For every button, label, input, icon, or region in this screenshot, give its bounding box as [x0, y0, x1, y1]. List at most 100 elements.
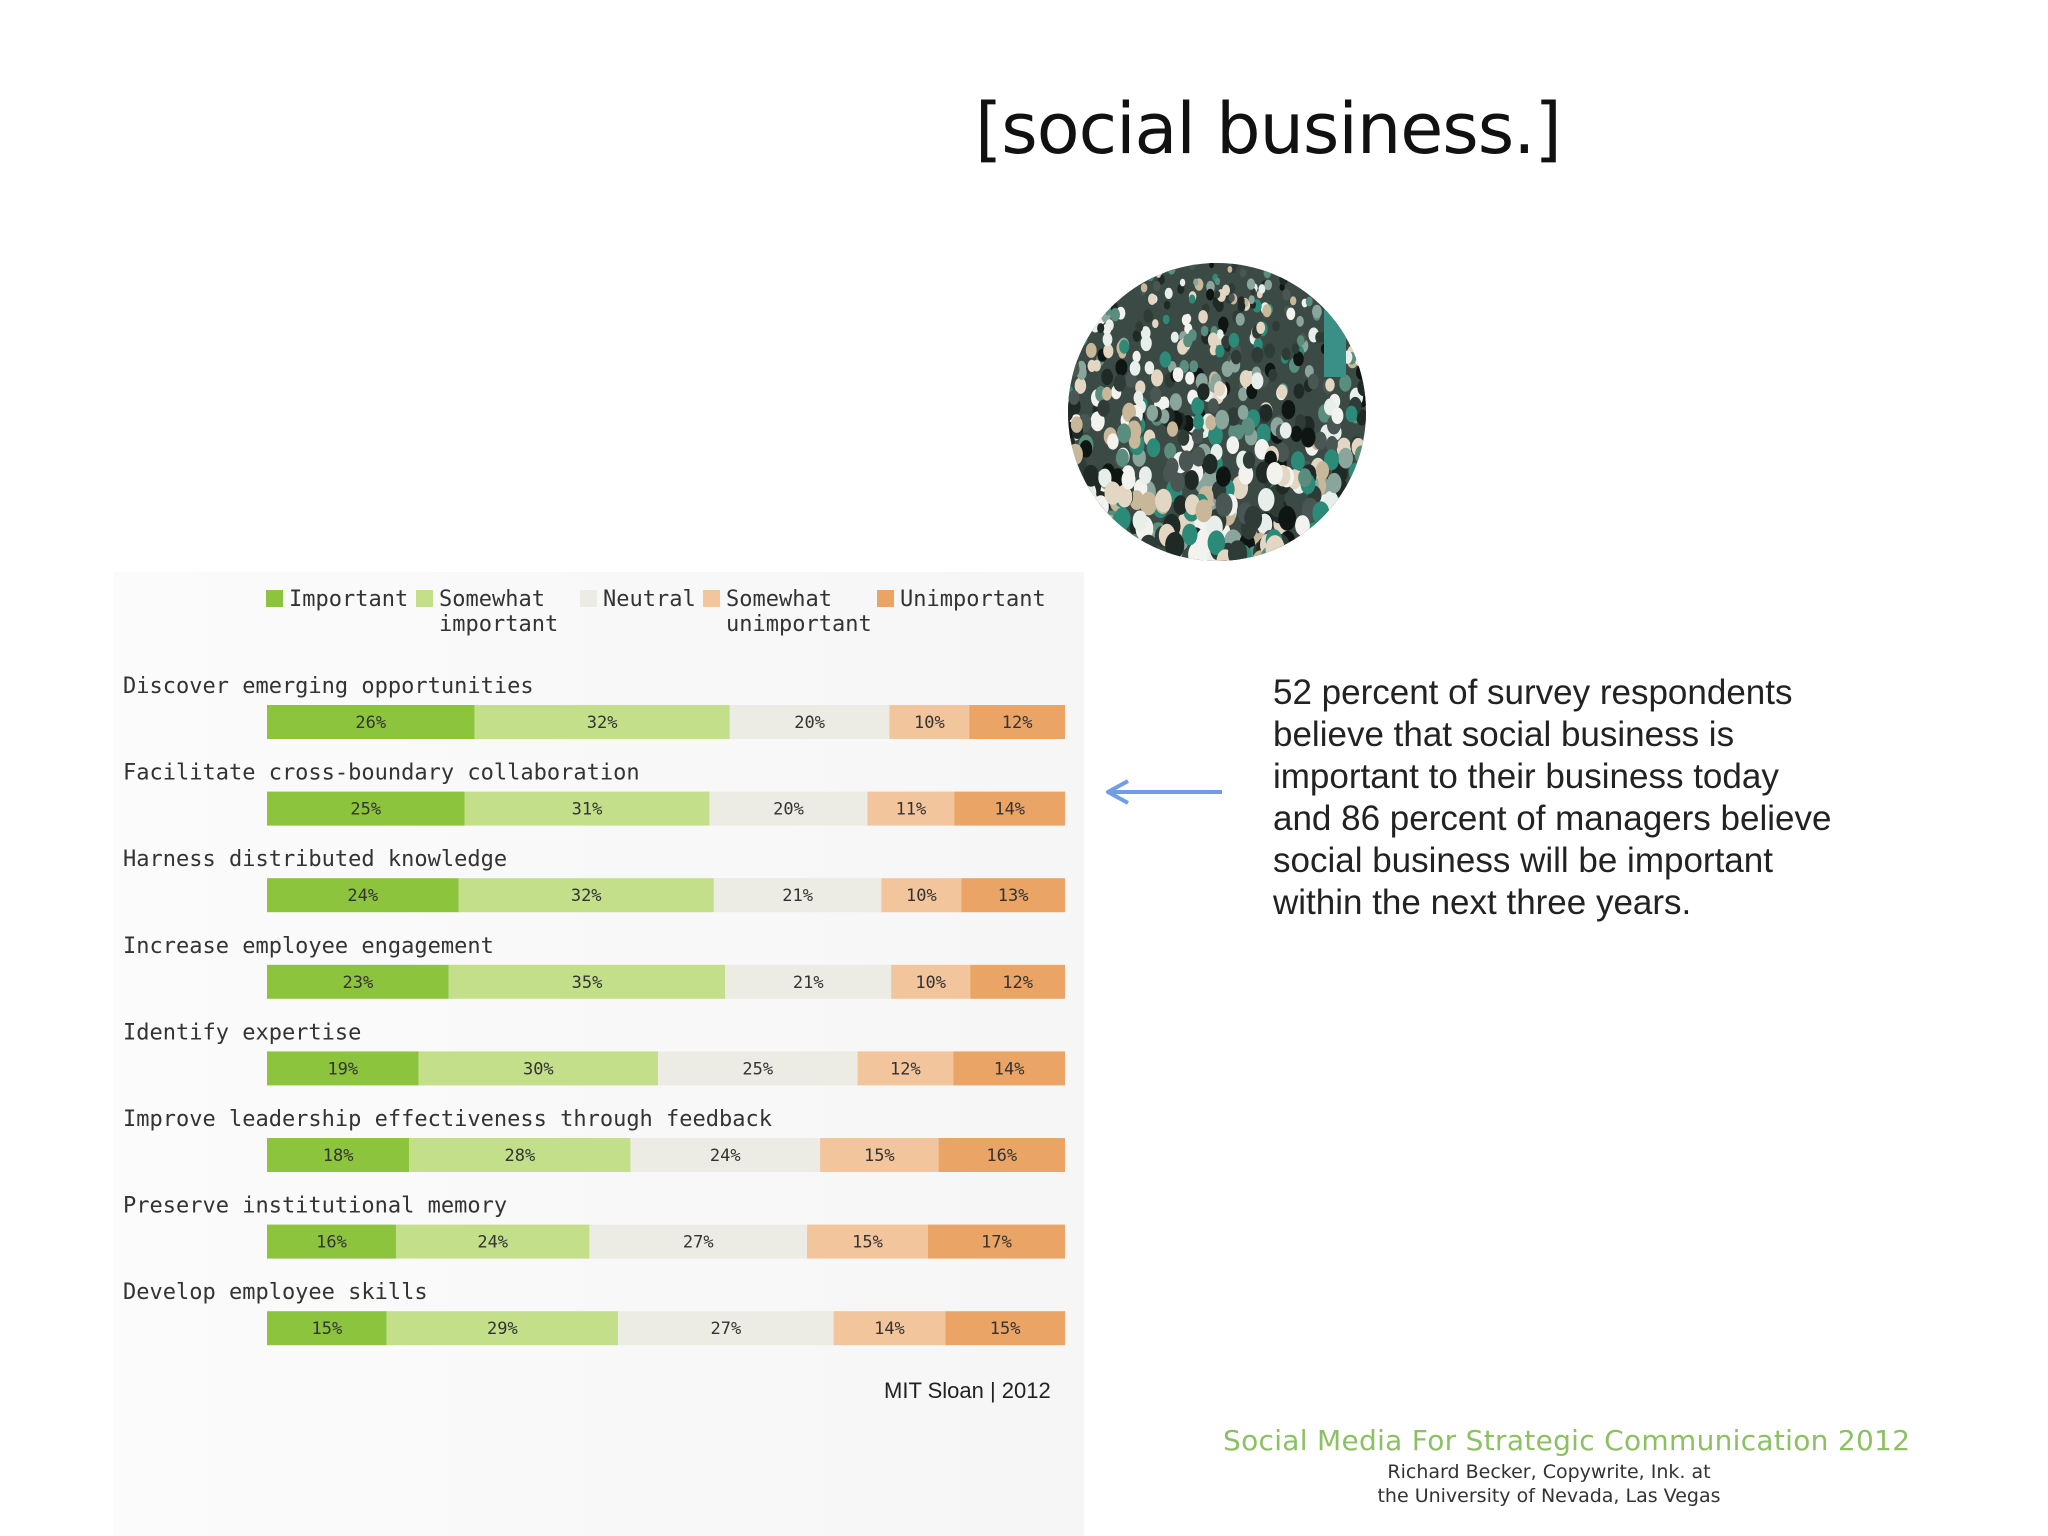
crowd-figure: [1068, 390, 1080, 405]
crowd-figure: [1205, 415, 1217, 431]
crowd-figure: [1237, 296, 1245, 307]
crowd-figure: [1202, 453, 1218, 475]
crowd-figure: [1239, 370, 1252, 388]
crowd-figure: [1286, 307, 1296, 321]
crowd-figure: [1336, 541, 1355, 561]
crowd-figure: [1165, 457, 1179, 476]
crowd-figure: [1351, 508, 1366, 529]
chart-source: MIT Sloan | 2012: [884, 1378, 1051, 1403]
crowd-figure: [1276, 263, 1282, 270]
crowd-figure: [1221, 361, 1233, 377]
crowd-figure: [1183, 333, 1193, 348]
crowd-figure: [1068, 280, 1074, 288]
crowd-figure: [1331, 267, 1338, 275]
crowd-figure: [1146, 270, 1155, 282]
crowd-figure: [1214, 381, 1225, 397]
crowd-figure: [1164, 442, 1177, 460]
crowd-figure: [1215, 492, 1233, 517]
crowd-figure: [1230, 349, 1242, 365]
crowd-figure: [1153, 280, 1161, 292]
legend-swatch-1: [266, 590, 283, 607]
crowd-figure: [1184, 313, 1192, 324]
bar-segment-2-1: [267, 791, 465, 826]
crowd-figure: [1139, 466, 1152, 485]
crowd-figure: [1264, 343, 1275, 359]
crowd-figure: [1097, 399, 1110, 417]
crowd-figure: [1342, 272, 1350, 282]
bar-value-label-8-5: 15%: [990, 1319, 1021, 1339]
crowd-figure: [1188, 294, 1196, 304]
crowd-figure: [1068, 522, 1085, 549]
crowd-figure: [1355, 342, 1364, 354]
crowd-figure: [1172, 367, 1184, 382]
crowd-figure: [1313, 431, 1327, 450]
crowd-figure: [1082, 275, 1089, 284]
bar-value-label-8-1: 15%: [311, 1319, 342, 1339]
crowd-figure: [1293, 383, 1305, 399]
crowd-figure: [1146, 550, 1163, 561]
bar-segment-8-4: [833, 1311, 946, 1346]
crowd-figure: [1163, 267, 1169, 274]
crowd-figure: [1135, 321, 1144, 333]
crowd-figure: [1191, 446, 1206, 467]
legend-label-5-1: Unimportant: [900, 587, 1046, 612]
bar-value-label-2-4: 11%: [896, 800, 927, 820]
crowd-figure: [1068, 507, 1078, 534]
crowd-figure: [1144, 361, 1155, 375]
crowd-figure: [1315, 461, 1329, 480]
crowd-figure: [1237, 405, 1249, 420]
bar-segment-4-2: [448, 964, 726, 999]
crowd-figure: [1112, 273, 1120, 283]
bar-segment-6-5: [938, 1138, 1065, 1172]
crowd-figure: [1227, 266, 1233, 273]
crowd-figure: [1214, 277, 1221, 286]
crowd-figure: [1114, 539, 1132, 561]
crowd-figure: [1301, 427, 1316, 448]
crowd-figure: [1260, 404, 1273, 422]
crowd-figure: [1079, 317, 1087, 328]
crowd-figure: [1074, 268, 1083, 281]
bar-value-label-2-3: 20%: [773, 800, 804, 820]
footer-title: Social Media For Strategic Communication…: [1223, 1424, 1911, 1457]
crowd-figure: [1353, 288, 1361, 299]
crowd-figure: [1222, 284, 1230, 296]
crowd-figure: [1312, 501, 1330, 526]
crowd-figure: [1307, 373, 1319, 390]
bar-value-label-5-1: 19%: [327, 1059, 358, 1079]
crowd-figure: [1208, 425, 1223, 446]
crowd-figure: [1226, 407, 1240, 426]
crowd-figure: [1242, 451, 1256, 469]
crowd-figure: [1177, 429, 1190, 446]
crowd-figure: [1103, 344, 1114, 359]
bar-segment-4-4: [891, 964, 971, 999]
bar-value-label-1-3: 20%: [794, 713, 825, 733]
crowd-figure: [1140, 491, 1157, 516]
crowd-figure: [1261, 263, 1266, 268]
bar-value-label-6-4: 15%: [864, 1146, 895, 1166]
crowd-figure: [1068, 266, 1074, 276]
crowd-figure: [1104, 306, 1112, 316]
crowd-figure: [1350, 295, 1357, 305]
bar-value-label-6-5: 16%: [986, 1146, 1017, 1166]
crowd-figure: [1311, 536, 1329, 561]
crowd-figure: [1098, 468, 1112, 488]
crowd-figure: [1215, 344, 1225, 358]
crowd-figure: [1108, 267, 1115, 277]
crowd-figure: [1068, 347, 1077, 363]
crowd-figure: [1133, 391, 1144, 405]
crowd-figure: [1354, 303, 1363, 315]
crowd-figure: [1086, 290, 1092, 300]
crowd-figure: [1090, 523, 1108, 547]
crowd-figure: [1282, 288, 1291, 301]
crowd-figure: [1080, 510, 1098, 535]
bar-value-label-5-4: 12%: [890, 1059, 921, 1079]
crowd-figure: [1239, 268, 1247, 278]
bar-segment-2-4: [867, 791, 955, 826]
bar-value-label-6-2: 28%: [504, 1146, 535, 1166]
bar-segment-7-2: [395, 1224, 590, 1259]
crowd-figure: [1113, 529, 1132, 555]
crowd-figure: [1228, 332, 1240, 348]
crowd-figure: [1263, 263, 1270, 268]
crowd-figure: [1298, 536, 1318, 561]
